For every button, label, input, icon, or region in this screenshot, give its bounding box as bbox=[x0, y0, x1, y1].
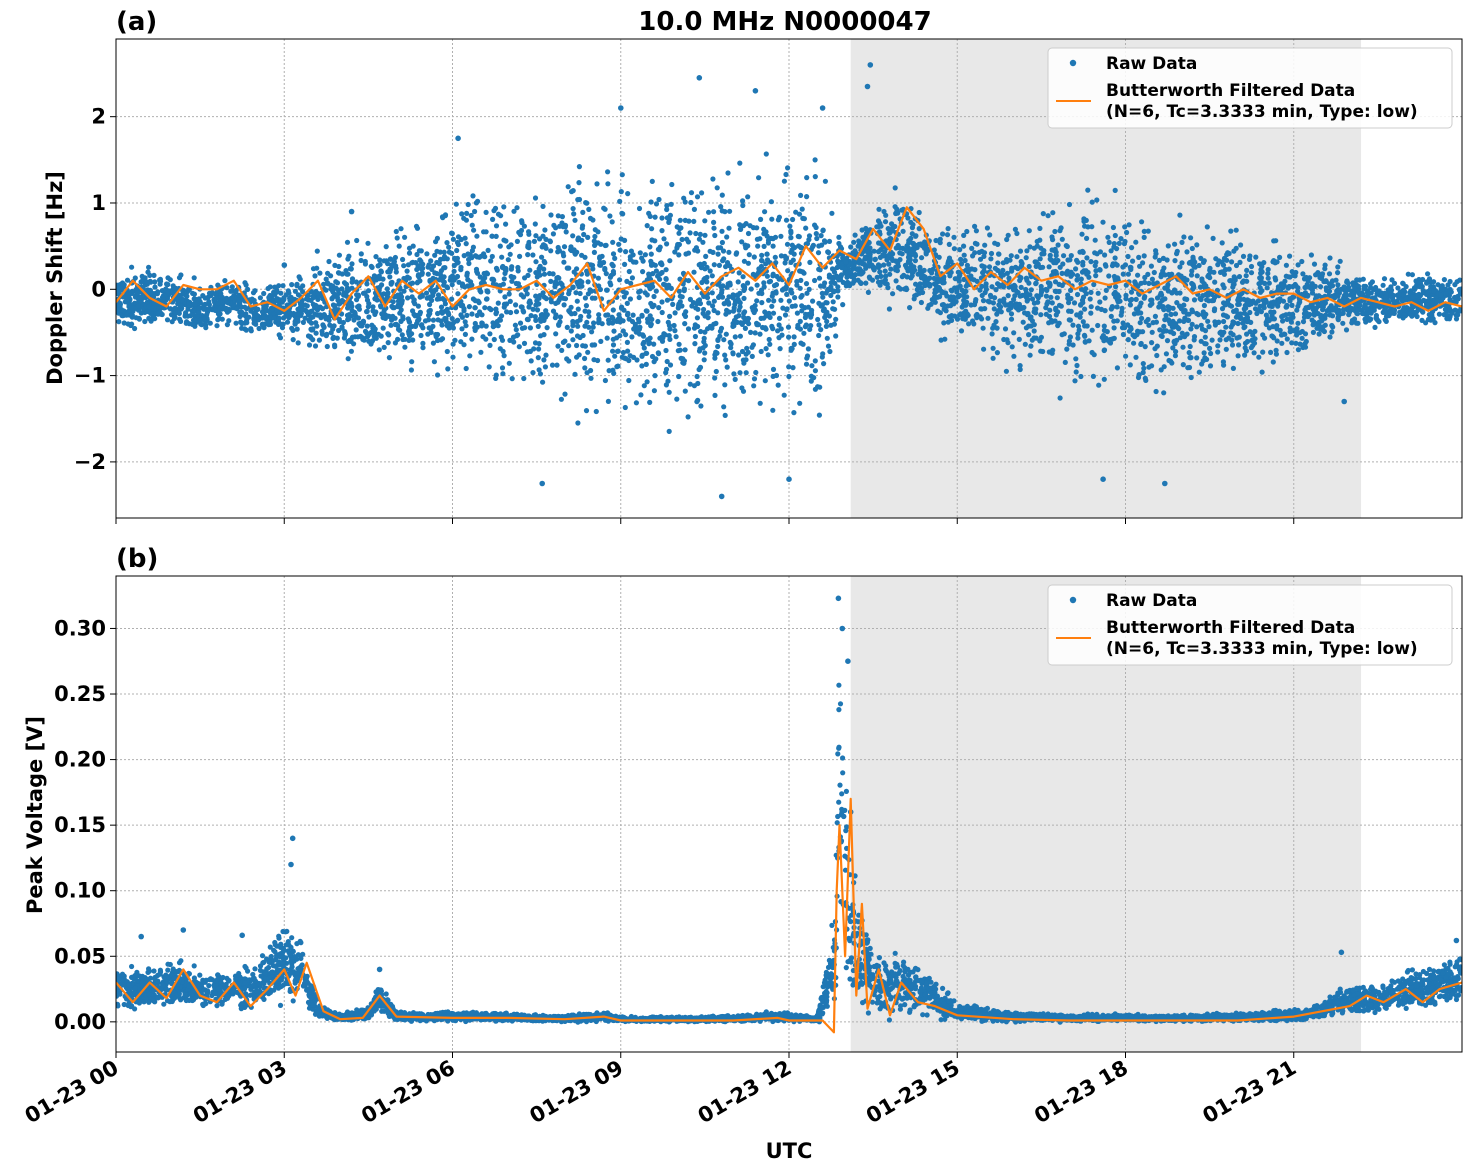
raw-outlier bbox=[239, 932, 245, 939]
x-tick-label: 01-23 15 bbox=[862, 1056, 964, 1129]
y-tick-label: 0 bbox=[91, 277, 106, 301]
legend: Raw Data Butterworth Filtered Data(N=6, T… bbox=[1047, 47, 1453, 129]
raw-outlier bbox=[1341, 398, 1347, 405]
legend-filtered-label: Butterworth Filtered Data bbox=[1106, 618, 1355, 638]
legend-raw-marker bbox=[1069, 59, 1077, 67]
y-tick-label: 0.05 bbox=[54, 944, 106, 968]
legend-box bbox=[1047, 584, 1453, 666]
y-tick-label: −1 bbox=[74, 364, 106, 388]
x-tick-label: 01-23 18 bbox=[1030, 1056, 1132, 1129]
y-tick-label: 2 bbox=[91, 105, 106, 129]
raw-outlier bbox=[752, 88, 759, 94]
panel-doppler-shift: (a) Doppler Shift [Hz] −2 −1 0 1 2 Raw Data Bu… bbox=[43, 7, 1463, 524]
panel-label-b: (b) bbox=[116, 544, 158, 574]
raw-outlier bbox=[288, 861, 294, 868]
raw-outlier bbox=[138, 933, 144, 940]
y-tick-label: 0.25 bbox=[54, 682, 106, 706]
figure-title: 10.0 MHz N0000047 bbox=[638, 7, 931, 37]
y-tick-label: 0.30 bbox=[54, 616, 106, 640]
legend-filtered-params: (N=6, Tc=3.3333 min, Type: low) bbox=[1106, 639, 1418, 659]
legend-raw-marker bbox=[1069, 596, 1077, 604]
legend: Raw Data Butterworth Filtered Data(N=6, T… bbox=[1047, 584, 1453, 666]
filtered-data-line bbox=[116, 797, 1462, 1034]
raw-outlier bbox=[1100, 476, 1106, 483]
y-tick-label: 0.20 bbox=[54, 748, 106, 772]
raw-data-points bbox=[116, 62, 1462, 500]
raw-outlier bbox=[864, 83, 871, 90]
raw-outlier bbox=[839, 625, 846, 632]
raw-outlier bbox=[539, 480, 545, 487]
x-axis-label: UTC bbox=[766, 1139, 813, 1163]
x-tick-label: 01-23 21 bbox=[1198, 1056, 1300, 1129]
raw-outlier bbox=[696, 75, 703, 81]
legend-box bbox=[1047, 47, 1453, 129]
x-tick-label: 01-23 12 bbox=[694, 1056, 796, 1129]
raw-outlier bbox=[845, 658, 851, 664]
raw-outlier bbox=[348, 208, 355, 215]
y-tick-label: 0.10 bbox=[54, 879, 106, 903]
raw-outlier bbox=[819, 105, 826, 111]
raw-outlier bbox=[376, 966, 383, 973]
raw-outlier bbox=[867, 62, 874, 68]
raw-outlier bbox=[786, 476, 792, 483]
x-tick-label: 01-23 09 bbox=[525, 1056, 627, 1129]
raw-outlier bbox=[1338, 949, 1345, 956]
raw-outlier bbox=[718, 493, 725, 500]
raw-outlier bbox=[1162, 480, 1168, 487]
legend-filtered-label: Butterworth Filtered Data bbox=[1106, 81, 1355, 101]
raw-outlier bbox=[618, 105, 624, 111]
legend-raw-label: Raw Data bbox=[1106, 591, 1197, 611]
y-tick-label: 0.15 bbox=[54, 813, 106, 837]
y-axis-label-doppler: Doppler Shift [Hz] bbox=[43, 171, 67, 385]
x-tick-label: 01-23 06 bbox=[357, 1056, 459, 1129]
y-axis-label-voltage: Peak Voltage [V] bbox=[23, 716, 47, 914]
legend-raw-label: Raw Data bbox=[1106, 54, 1197, 74]
filtered-data-line bbox=[116, 206, 1462, 321]
raw-outlier bbox=[289, 835, 296, 842]
raw-outlier bbox=[455, 135, 461, 142]
raw-outlier bbox=[180, 927, 187, 933]
legend-filtered-params: (N=6, Tc=3.3333 min, Type: low) bbox=[1106, 102, 1418, 122]
y-tick-label: −2 bbox=[74, 450, 106, 474]
y-tick-label: 1 bbox=[91, 191, 106, 215]
raw-outlier bbox=[281, 262, 288, 268]
raw-outlier bbox=[1453, 937, 1460, 944]
y-tick-label: 0.00 bbox=[54, 1010, 106, 1034]
panel-peak-voltage: (b) Peak Voltage [V] 0.00 0.05 0.10 0.15 0.2… bbox=[21, 544, 1463, 1129]
x-tick-label: 01-23 00 bbox=[21, 1056, 123, 1129]
panel-label-a: (a) bbox=[116, 7, 157, 37]
x-tick-label: 01-23 03 bbox=[189, 1056, 291, 1129]
raw-outlier bbox=[835, 595, 842, 602]
